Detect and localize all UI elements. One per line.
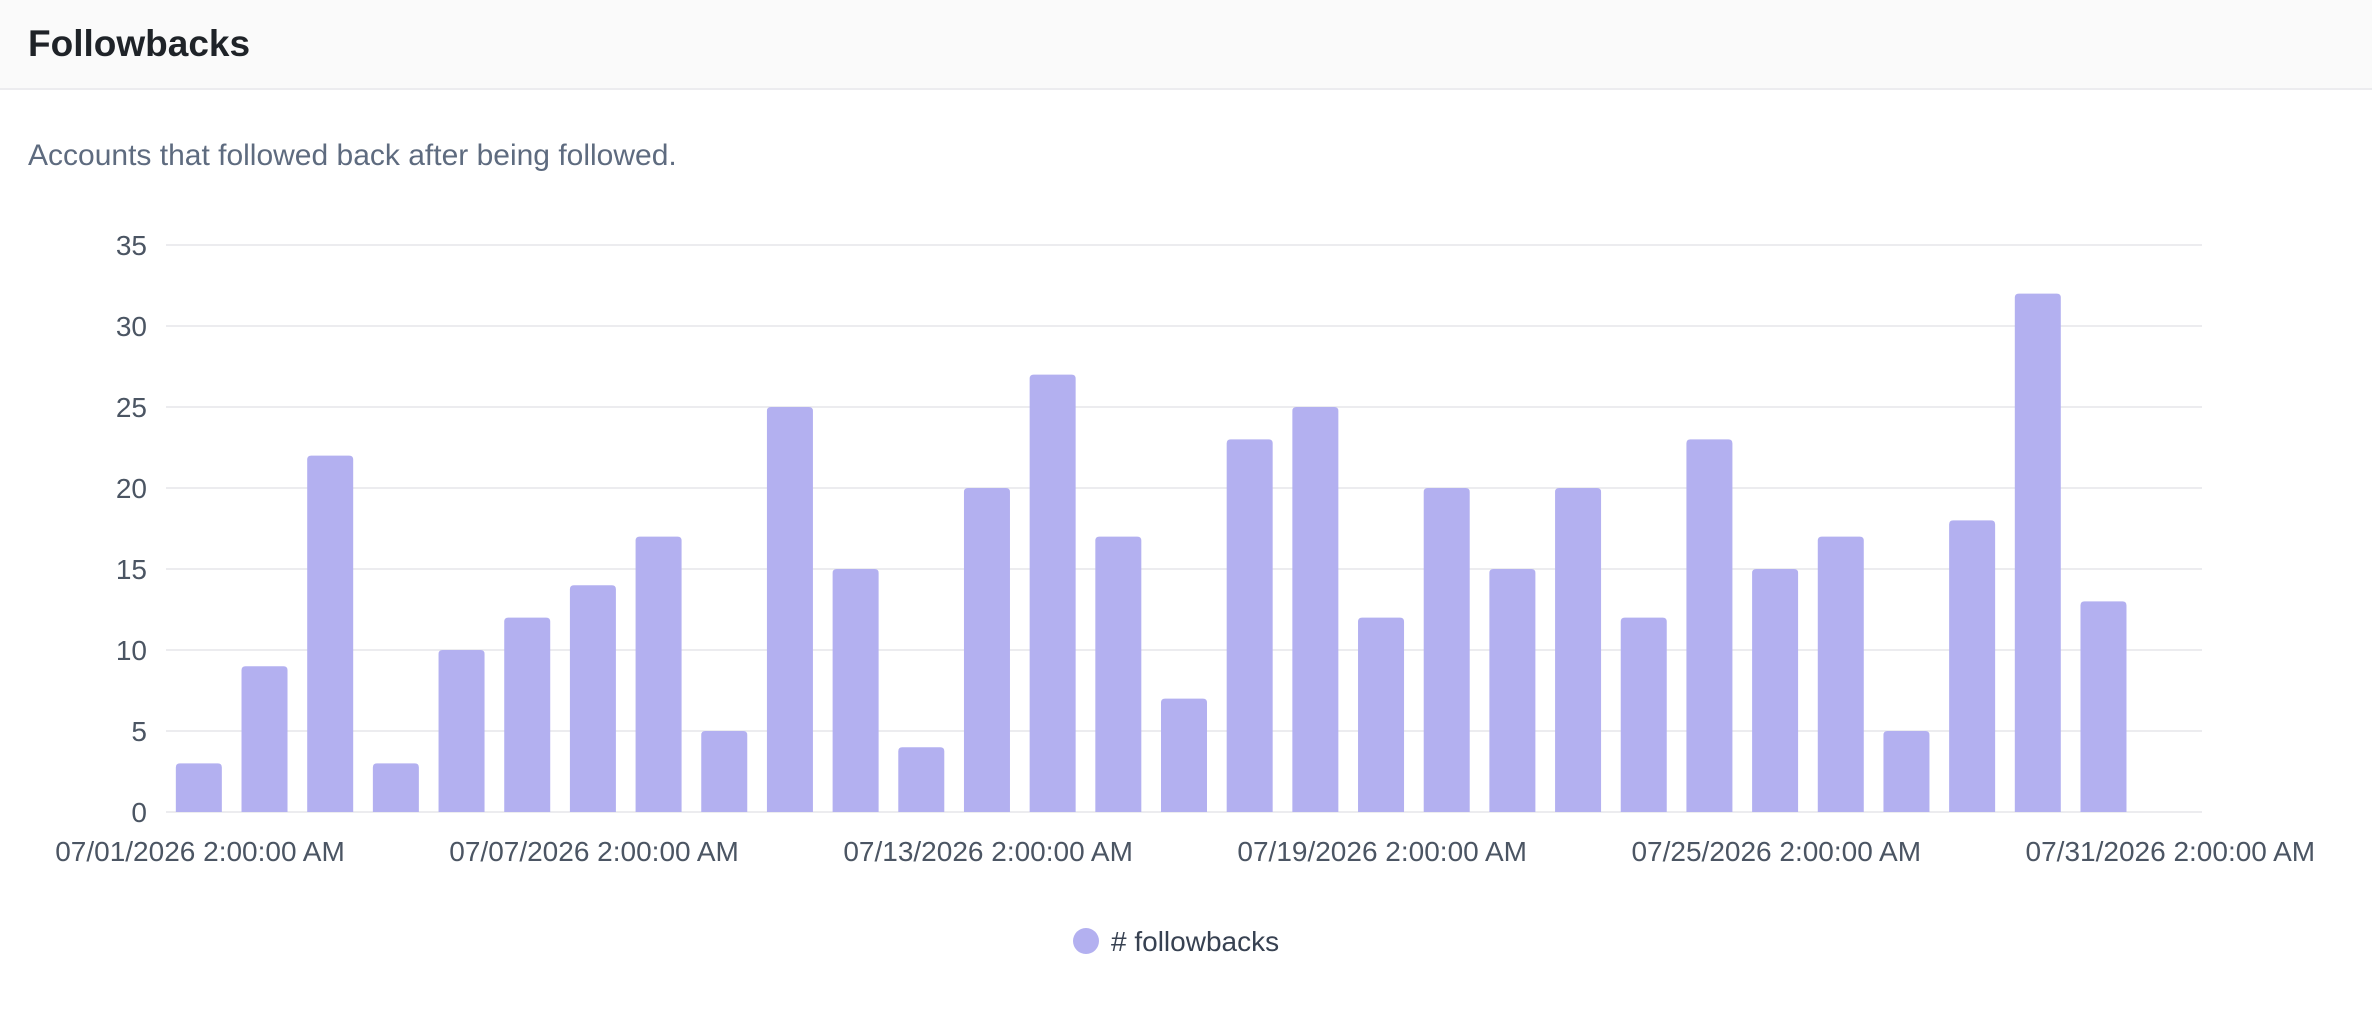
bar[interactable] — [963, 488, 1010, 812]
y-tick-label: 5 — [131, 716, 147, 747]
y-tick-label: 25 — [116, 392, 147, 423]
bars — [175, 293, 2127, 813]
card-title: Followbacks — [28, 23, 251, 64]
bar[interactable] — [1817, 536, 1864, 812]
y-tick-label: 15 — [116, 554, 147, 585]
bar[interactable] — [1161, 698, 1207, 812]
bar[interactable] — [832, 569, 879, 812]
bar[interactable] — [701, 731, 748, 812]
bar[interactable] — [569, 585, 616, 812]
bar[interactable] — [898, 747, 945, 812]
legend[interactable]: # followbacks — [1073, 926, 1279, 957]
card-header: Followbacks — [0, 0, 2372, 90]
x-tick-label: 07/19/2026 2:00:00 AM — [1237, 836, 1527, 867]
bar[interactable] — [372, 763, 419, 812]
bar[interactable] — [1883, 731, 1930, 812]
legend-swatch-icon[interactable] — [1073, 928, 1099, 954]
bar[interactable] — [1292, 407, 1339, 812]
bar[interactable] — [1226, 439, 1273, 812]
bar[interactable] — [1358, 617, 1405, 812]
bar[interactable] — [1423, 488, 1470, 812]
bar[interactable] — [1620, 617, 1667, 812]
bar[interactable] — [438, 650, 485, 812]
y-tick-label: 10 — [116, 635, 147, 666]
y-axis: 0 5 10 15 20 25 30 35 — [116, 230, 147, 828]
y-tick-label: 30 — [116, 311, 147, 342]
y-tick-label: 20 — [116, 473, 147, 504]
x-tick-label: 07/01/2026 2:00:00 AM — [55, 836, 345, 867]
x-tick-label: 07/13/2026 2:00:00 AM — [843, 836, 1133, 867]
bar[interactable] — [2014, 293, 2061, 813]
legend-label[interactable]: # followbacks — [1111, 926, 1279, 957]
bar[interactable] — [175, 763, 222, 812]
bar[interactable] — [1686, 439, 1733, 812]
bar[interactable] — [1752, 569, 1799, 812]
x-axis: 07/01/2026 2:00:00 AM 07/07/2026 2:00:00 … — [55, 836, 2315, 867]
bar[interactable] — [1555, 488, 1602, 812]
bar[interactable] — [241, 666, 288, 812]
bar[interactable] — [504, 617, 551, 812]
bar[interactable] — [635, 536, 682, 812]
x-tick-label: 07/31/2026 2:00:00 AM — [2026, 836, 2316, 867]
x-tick-label: 07/25/2026 2:00:00 AM — [1631, 836, 1921, 867]
y-tick-label: 35 — [116, 230, 147, 261]
y-tick-label: 0 — [131, 797, 147, 828]
bar[interactable] — [1095, 536, 1142, 812]
card-description: Accounts that followed back after being … — [28, 139, 677, 172]
bar[interactable] — [1029, 374, 1076, 812]
bar[interactable] — [307, 455, 354, 812]
bar[interactable] — [1489, 569, 1536, 812]
bar[interactable] — [1949, 520, 1996, 812]
bar[interactable] — [766, 407, 813, 812]
x-tick-label: 07/07/2026 2:00:00 AM — [449, 836, 739, 867]
bar[interactable] — [2080, 601, 2127, 812]
